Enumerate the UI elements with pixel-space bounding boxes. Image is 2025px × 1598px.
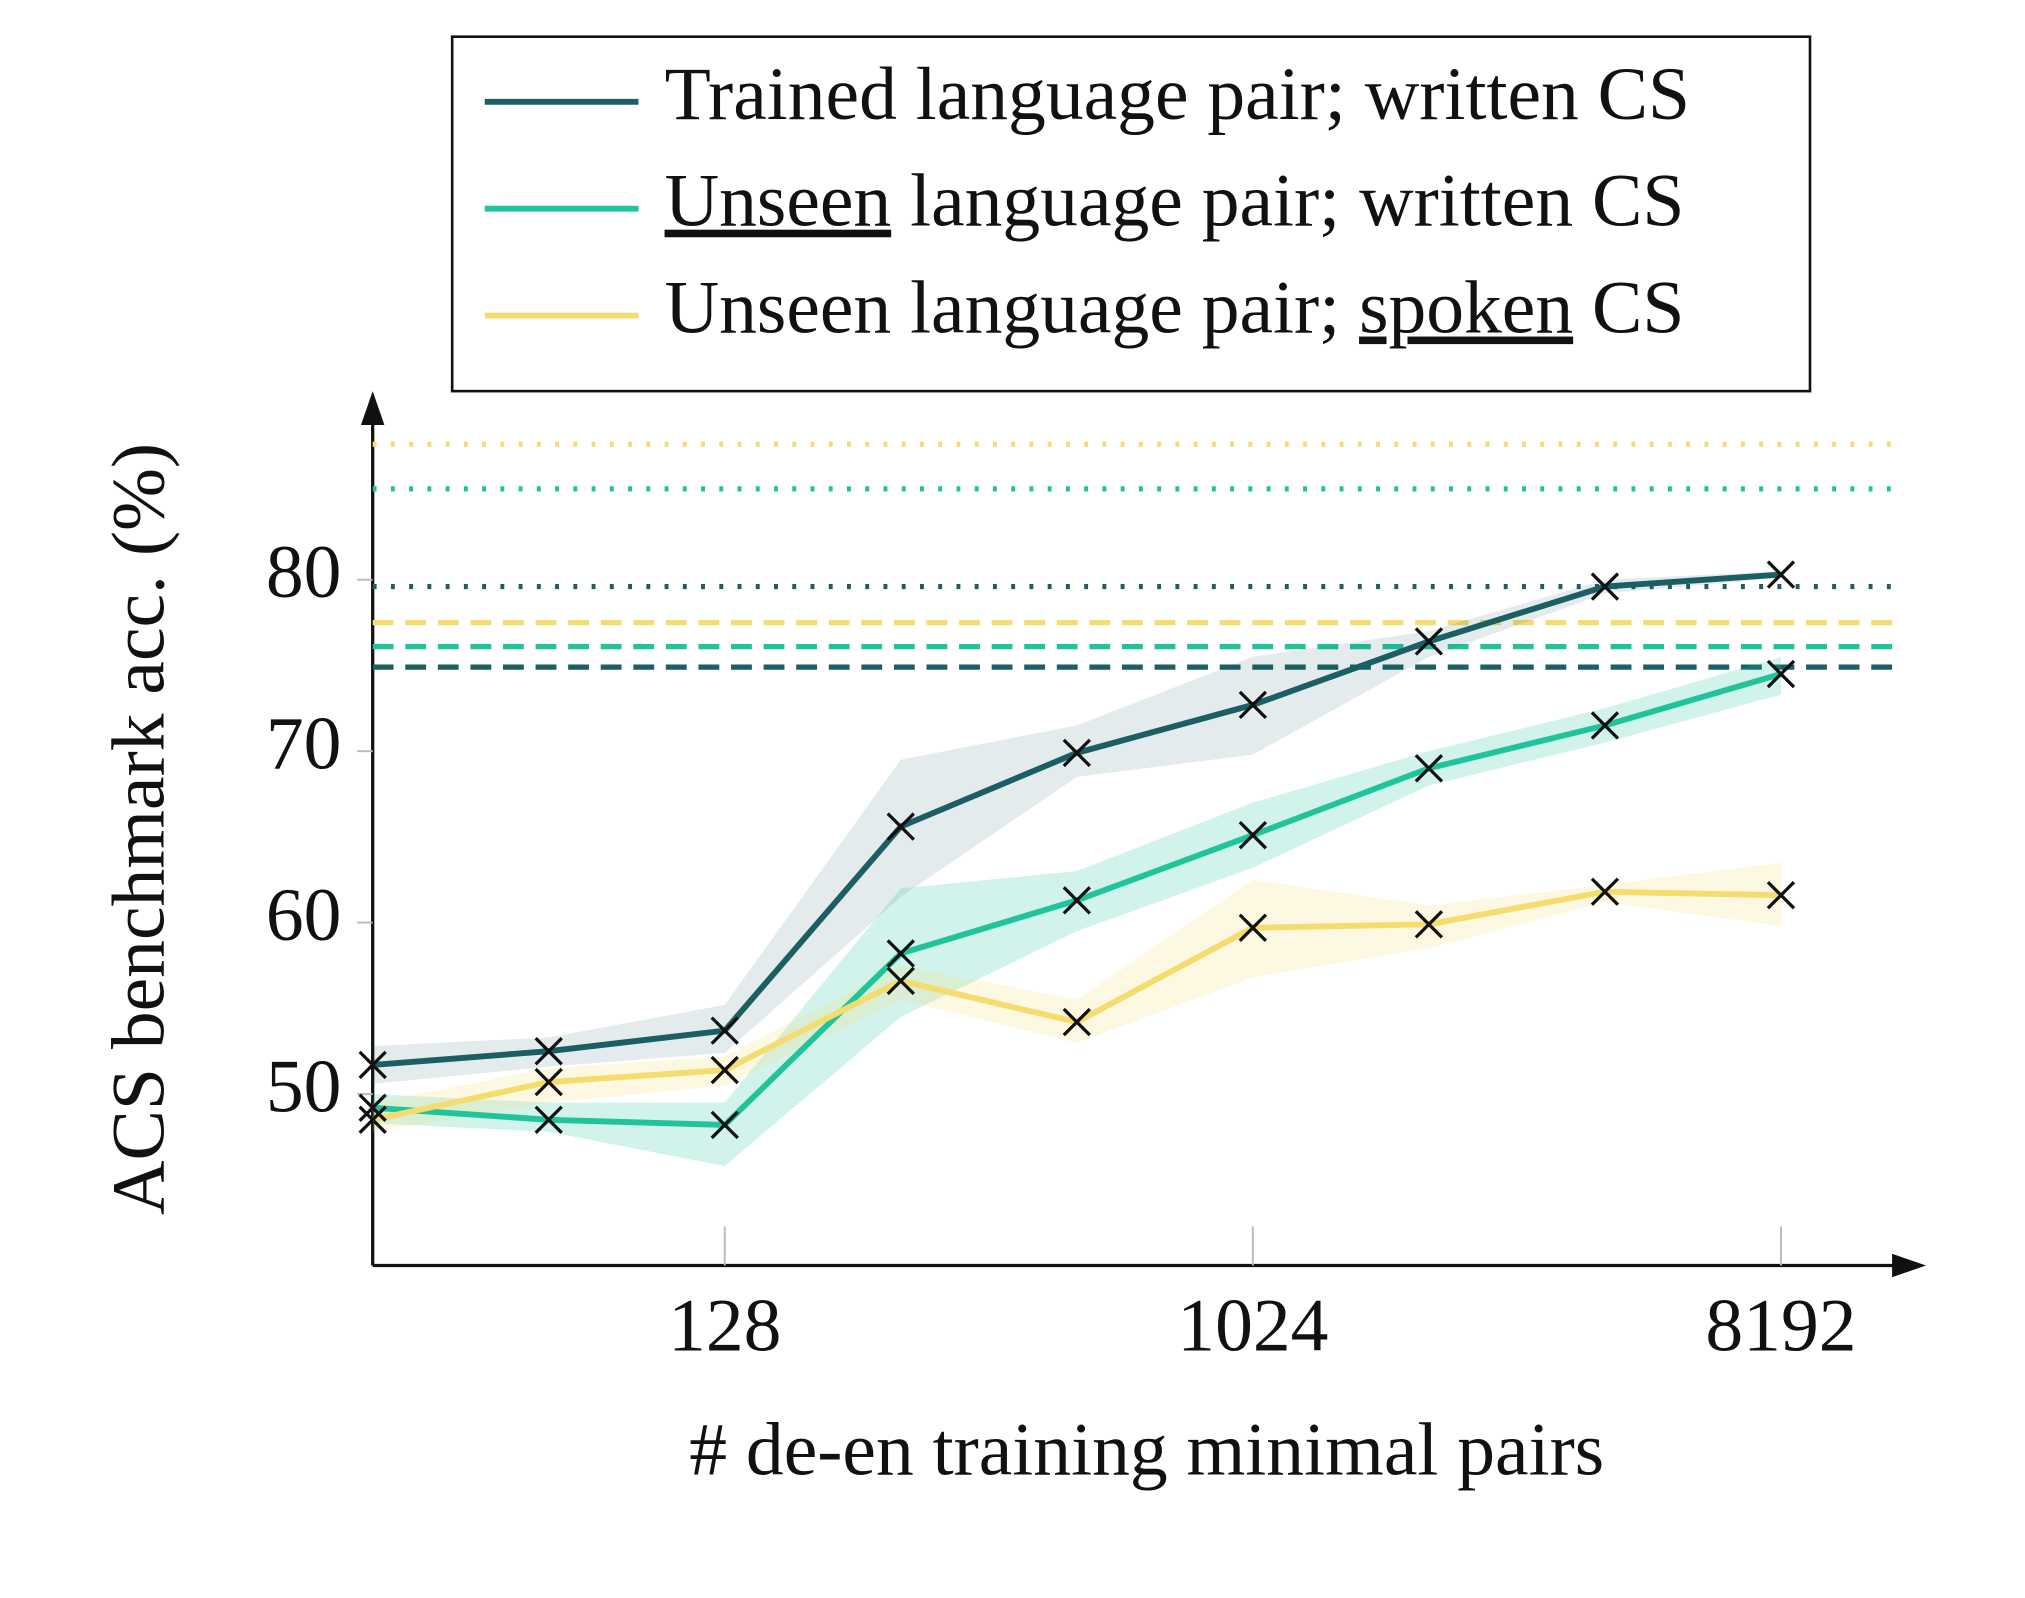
error-band bbox=[372, 862, 1781, 1132]
legend-box bbox=[450, 35, 1812, 393]
y-axis-label: ACS benchmark acc. (%) bbox=[97, 443, 180, 1215]
marker bbox=[1062, 1007, 1092, 1037]
x-tick-label: 1024 bbox=[1177, 1285, 1328, 1368]
marker bbox=[358, 1105, 387, 1134]
marker bbox=[1590, 572, 1620, 601]
marker bbox=[358, 1050, 387, 1080]
legend-label: Unseen language pair; spoken CS bbox=[665, 267, 1685, 350]
marker bbox=[710, 1055, 739, 1085]
marker bbox=[358, 1093, 387, 1122]
marker bbox=[1766, 659, 1796, 689]
marker bbox=[1062, 886, 1092, 915]
marker bbox=[1238, 913, 1268, 942]
marker bbox=[1590, 877, 1620, 906]
error-band bbox=[372, 656, 1781, 1167]
marker bbox=[1414, 627, 1444, 656]
marker bbox=[1238, 690, 1268, 720]
marker bbox=[710, 1110, 739, 1140]
marker bbox=[1590, 711, 1620, 740]
y-tick-label: 60 bbox=[266, 874, 342, 957]
marker bbox=[710, 1016, 739, 1045]
marker bbox=[1766, 560, 1796, 589]
legend-label: Trained language pair; written CS bbox=[665, 53, 1691, 136]
x-axis-label: # de-en training minimal pairs bbox=[689, 1408, 1604, 1491]
marker bbox=[534, 1037, 563, 1066]
marker bbox=[1414, 910, 1444, 939]
x-tick-label: 8192 bbox=[1705, 1285, 1856, 1368]
marker bbox=[886, 812, 915, 841]
marker bbox=[886, 939, 915, 968]
y-tick-label: 70 bbox=[266, 703, 342, 786]
y-axis-arrow bbox=[360, 391, 385, 426]
x-axis-arrow bbox=[1892, 1253, 1926, 1278]
marker bbox=[1062, 738, 1092, 768]
marker bbox=[1766, 881, 1796, 910]
marker bbox=[534, 1067, 563, 1097]
y-tick-label: 80 bbox=[266, 531, 342, 614]
marker bbox=[1238, 820, 1268, 850]
marker bbox=[886, 966, 915, 996]
x-tick-label: 128 bbox=[668, 1285, 781, 1368]
legend-label: Unseen language pair; written CS bbox=[665, 160, 1685, 243]
y-tick-label: 50 bbox=[266, 1045, 342, 1128]
marker bbox=[1414, 754, 1444, 783]
marker bbox=[534, 1105, 563, 1134]
